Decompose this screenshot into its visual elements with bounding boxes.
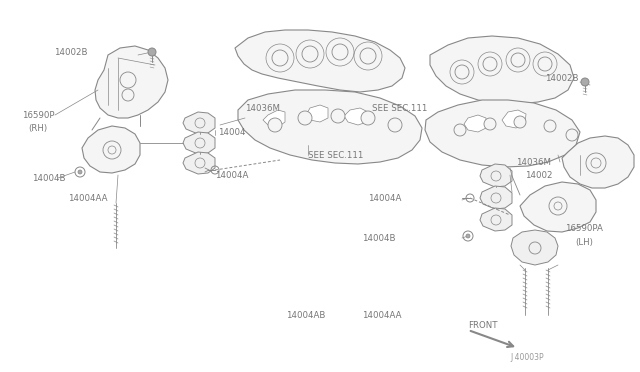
Text: 14036M: 14036M: [516, 157, 551, 167]
Text: 16590PA: 16590PA: [565, 224, 603, 232]
Text: 14004B: 14004B: [32, 173, 65, 183]
Circle shape: [302, 46, 318, 62]
Text: 14036M: 14036M: [245, 103, 280, 112]
Text: 14004AB: 14004AB: [286, 311, 325, 321]
Circle shape: [514, 116, 526, 128]
Circle shape: [566, 129, 578, 141]
Polygon shape: [480, 186, 512, 209]
Polygon shape: [183, 132, 215, 154]
Polygon shape: [511, 230, 558, 265]
Circle shape: [332, 44, 348, 60]
Polygon shape: [520, 182, 596, 232]
Circle shape: [388, 118, 402, 132]
Circle shape: [298, 111, 312, 125]
Polygon shape: [425, 100, 580, 167]
Circle shape: [148, 48, 156, 56]
Circle shape: [78, 170, 82, 174]
Polygon shape: [263, 110, 285, 127]
Polygon shape: [430, 36, 574, 104]
Text: (RH): (RH): [28, 124, 47, 132]
Circle shape: [360, 48, 376, 64]
Polygon shape: [82, 126, 140, 173]
Circle shape: [544, 120, 556, 132]
Polygon shape: [95, 46, 168, 118]
Text: 14004B: 14004B: [362, 234, 396, 243]
Circle shape: [484, 118, 496, 130]
Text: 14004: 14004: [218, 128, 246, 137]
Text: 14004A: 14004A: [368, 193, 401, 202]
Circle shape: [483, 57, 497, 71]
Circle shape: [268, 118, 282, 132]
Circle shape: [511, 53, 525, 67]
Polygon shape: [480, 208, 512, 231]
Text: FRONT: FRONT: [468, 321, 497, 330]
Text: 14002B: 14002B: [545, 74, 579, 83]
Circle shape: [581, 78, 589, 86]
Text: (LH): (LH): [575, 237, 593, 247]
Text: 14002B: 14002B: [54, 48, 88, 57]
Circle shape: [466, 234, 470, 238]
Polygon shape: [238, 90, 422, 164]
Polygon shape: [306, 105, 328, 122]
Circle shape: [538, 57, 552, 71]
Text: SEE SEC.111: SEE SEC.111: [372, 103, 428, 112]
Text: 14004A: 14004A: [215, 170, 248, 180]
Text: 14002: 14002: [525, 170, 552, 180]
Polygon shape: [502, 110, 526, 128]
Text: SEE SEC.111: SEE SEC.111: [308, 151, 364, 160]
Circle shape: [455, 65, 469, 79]
Polygon shape: [562, 136, 634, 188]
Polygon shape: [183, 152, 215, 174]
Polygon shape: [344, 108, 368, 125]
Circle shape: [272, 50, 288, 66]
Text: J 40003P: J 40003P: [510, 353, 543, 362]
Circle shape: [331, 109, 345, 123]
Polygon shape: [235, 30, 405, 92]
Polygon shape: [183, 112, 215, 134]
Circle shape: [454, 124, 466, 136]
Circle shape: [361, 111, 375, 125]
Text: 14004AA: 14004AA: [68, 193, 108, 202]
Text: 14004AA: 14004AA: [362, 311, 401, 321]
Polygon shape: [480, 164, 512, 187]
Text: 16590P: 16590P: [22, 110, 54, 119]
Polygon shape: [464, 115, 486, 132]
